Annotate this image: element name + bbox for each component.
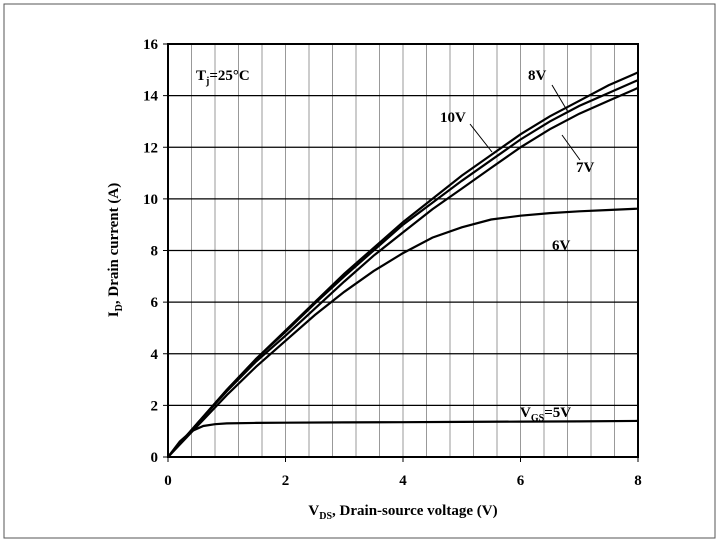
series-label-part: =5V	[544, 405, 571, 421]
x-tick-label: 6	[517, 473, 525, 489]
annotation: Tj=25°C	[196, 68, 250, 87]
y-tick-label: 2	[151, 398, 159, 414]
annotation-part: T	[196, 68, 206, 84]
chart: 02468024681012141610V8V7V6VVGS=5VTj=25°C…	[0, 0, 720, 543]
y-tick-label: 10	[143, 192, 158, 208]
y-axis-label: ID, Drain current (A)	[106, 183, 125, 317]
y-axis-label-part: D	[114, 304, 125, 311]
y-tick-label: 12	[143, 140, 158, 156]
x-tick-label: 4	[399, 473, 407, 489]
x-axis-label-part: V	[308, 503, 319, 519]
series-label-part: 6V	[552, 238, 571, 254]
annotation-part: =25°C	[209, 68, 249, 84]
x-tick-label: 2	[282, 473, 290, 489]
x-tick-label: 0	[164, 473, 172, 489]
x-axis-label-part: , Drain-source voltage (V)	[332, 503, 498, 519]
series-label: 6V	[552, 238, 571, 254]
series-label-part: 10V	[440, 110, 466, 126]
y-tick-label: 8	[151, 244, 159, 260]
series-label-part: 8V	[528, 68, 547, 84]
x-tick-label: 8	[634, 473, 642, 489]
x-axis-label-part: DS	[319, 511, 332, 522]
series-label-part: GS	[531, 413, 545, 424]
y-tick-label: 6	[151, 295, 159, 311]
series-label-part: V	[520, 405, 531, 421]
y-tick-label: 14	[143, 89, 159, 105]
series-label: 10V	[440, 110, 466, 126]
y-tick-label: 4	[151, 347, 159, 363]
y-axis-label-part: , Drain current (A)	[106, 183, 122, 304]
x-axis-label: VDS, Drain-source voltage (V)	[308, 503, 497, 522]
y-tick-label: 16	[143, 37, 159, 53]
series-label-part: 7V	[576, 160, 595, 176]
series-label: 7V	[576, 160, 595, 176]
series-label: 8V	[528, 68, 547, 84]
arrow-8v	[552, 85, 568, 112]
y-tick-label: 0	[151, 450, 159, 466]
